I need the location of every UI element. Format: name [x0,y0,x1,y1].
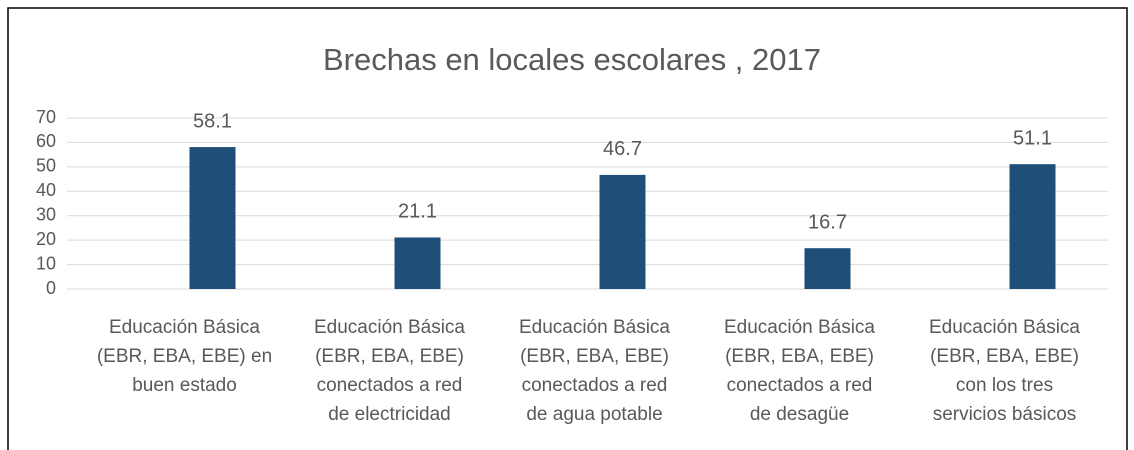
y-tick-label: 70 [36,107,56,127]
value-label: 46.7 [603,138,642,160]
x-tick-label: (EBR, EBA, EBE) [520,346,669,367]
x-tick-label: (EBR, EBA, EBE) en [97,346,272,367]
bar [599,174,646,289]
y-tick-label: 30 [36,204,56,224]
x-tick-label: conectados a red [727,375,873,396]
x-tick-label: con los tres [956,375,1053,396]
x-tick-label: (EBR, EBA, EBE) [930,346,1079,367]
x-tick-label: Educación Básica [724,317,875,338]
y-tick-label: 50 [36,156,56,176]
x-tick-label: de electricidad [328,404,451,425]
y-tick-label: 40 [36,180,56,200]
x-tick-label: (EBR, EBA, EBE) [725,346,874,367]
x-tick-label: buen estado [132,375,237,396]
bar [804,248,851,289]
x-tick-label: conectados a red [317,375,463,396]
y-tick-label: 0 [46,278,56,298]
x-tick-label: conectados a red [522,375,668,396]
x-tick-label: Educación Básica [314,317,465,338]
y-tick-label: 10 [36,253,56,273]
bar [189,147,236,289]
value-label: 21.1 [398,201,437,223]
x-tick-label: Educación Básica [929,317,1080,338]
value-label: 51.1 [1013,127,1052,149]
x-tick-label: de desagüe [750,404,849,425]
y-tick-label: 20 [36,229,56,249]
x-tick-label: (EBR, EBA, EBE) [315,346,464,367]
y-tick-label: 60 [36,131,56,151]
value-label: 16.7 [808,211,847,233]
bar [1009,164,1056,289]
chart-title: Brechas en locales escolares , 2017 [323,42,821,77]
bar [394,237,441,289]
x-tick-label: servicios básicos [933,404,1077,425]
x-tick-label: de agua potable [526,404,662,425]
x-tick-label: Educación Básica [109,317,260,338]
x-tick-label: Educación Básica [519,317,670,338]
value-label: 58.1 [193,110,232,132]
